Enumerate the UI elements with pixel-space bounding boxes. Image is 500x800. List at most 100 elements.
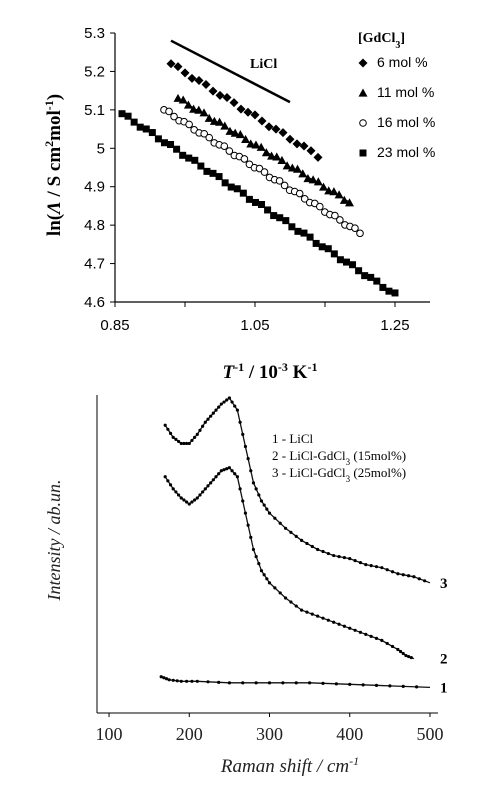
spectrum-point (190, 438, 194, 443)
spectrum-point (273, 516, 277, 520)
data-point (222, 93, 232, 103)
spectrum-point (337, 622, 341, 626)
spectrum-point (321, 549, 325, 554)
spectrum-point (187, 502, 191, 506)
data-point (270, 212, 278, 220)
spectrum-point (300, 608, 304, 612)
spectrum-point (332, 553, 336, 558)
spectrum-point (163, 475, 167, 479)
y-tick-label: 4.7 (84, 256, 105, 273)
data-point (154, 135, 162, 143)
data-point (208, 86, 218, 96)
spectrum-point (326, 551, 330, 556)
data-point (183, 100, 193, 109)
spectrum-point (233, 472, 237, 476)
x-tick-label: 1.05 (240, 317, 269, 334)
data-point (246, 139, 256, 148)
spectrum-point (254, 554, 258, 559)
data-point (288, 223, 296, 231)
data-point (313, 177, 323, 186)
data-point (294, 227, 302, 235)
spectrum-point (409, 655, 413, 660)
spectrum-point (249, 535, 253, 539)
spectrum-point (273, 586, 277, 590)
legend-marker (359, 149, 367, 157)
data-point (257, 116, 267, 126)
data-point (295, 189, 304, 198)
data-point (215, 117, 225, 126)
data-point (160, 139, 168, 147)
data-point (264, 122, 274, 132)
data-point (194, 105, 204, 114)
spectrum-point (230, 469, 234, 473)
legend-label: 16 mol % (377, 114, 435, 130)
spectrum-point (198, 428, 202, 432)
spectrum-point (179, 441, 183, 446)
spectrum-point (337, 554, 341, 559)
spectrum-point (246, 523, 250, 527)
spectrum-point (162, 676, 166, 680)
spectrum-point (193, 435, 197, 439)
data-point (170, 112, 178, 121)
spectrum-point (401, 573, 405, 577)
data-point (215, 90, 225, 100)
data-point (264, 206, 272, 214)
spectrum-point (235, 475, 240, 479)
licl-annotation: LiCl (250, 57, 277, 72)
data-point (329, 187, 339, 196)
x-label-exp: -1 (234, 360, 244, 374)
legend-line: 3 - LiCl-GdCl3 (25mol%) (272, 465, 406, 484)
spectrum-point (281, 681, 285, 685)
spectrum-point (259, 569, 264, 573)
spectrum-point (332, 620, 336, 624)
spectrum-point (235, 408, 240, 412)
spectrum-point (227, 466, 231, 470)
y-tick-label: 5.2 (84, 63, 105, 80)
data-point (313, 152, 323, 162)
legend-title-part: ] (400, 31, 405, 46)
spectrum-point (294, 681, 298, 685)
data-point (215, 173, 223, 181)
spectrum-point (353, 559, 357, 563)
spectrum-point (182, 441, 186, 446)
spectrum-point (251, 547, 256, 552)
spectrum-point (388, 684, 392, 688)
y-label-lambda: Λ (44, 201, 65, 216)
spectrum-point (219, 469, 223, 473)
spectrum-point (203, 420, 207, 424)
x-label-part: Raman shift / cm (220, 756, 349, 777)
data-point (189, 104, 199, 113)
data-point (278, 128, 288, 138)
spectrum-point (278, 591, 282, 595)
legend-part: 1 - LiCl (272, 431, 314, 446)
data-point (245, 195, 253, 203)
spectrum-line (164, 466, 415, 660)
data-point (142, 125, 150, 133)
data-point (233, 185, 241, 193)
spectrum-point (316, 547, 320, 552)
data-point (319, 182, 329, 191)
data-point (173, 62, 183, 72)
data-point (225, 147, 234, 155)
data-point (292, 139, 302, 149)
data-point (280, 181, 289, 190)
spectrum-point (238, 420, 242, 424)
spectrum-point (283, 596, 288, 600)
spectrum-point (283, 526, 288, 530)
data-point (230, 128, 240, 137)
legend-marker (359, 119, 367, 127)
data-point (306, 146, 316, 156)
spectrum-point (265, 577, 269, 581)
spectrum-point (241, 681, 245, 685)
data-point (260, 168, 269, 176)
spectrum-point (423, 579, 427, 583)
y-label-part: ln( (44, 214, 65, 236)
data-point (367, 273, 375, 281)
data-point (336, 256, 344, 264)
x-tick-label: 300 (256, 724, 283, 744)
data-point (205, 133, 214, 142)
spectrum-point (187, 441, 191, 446)
y-axis-label: ln(Λ / S cm2mol-1) (42, 94, 65, 236)
data-point (209, 169, 217, 177)
